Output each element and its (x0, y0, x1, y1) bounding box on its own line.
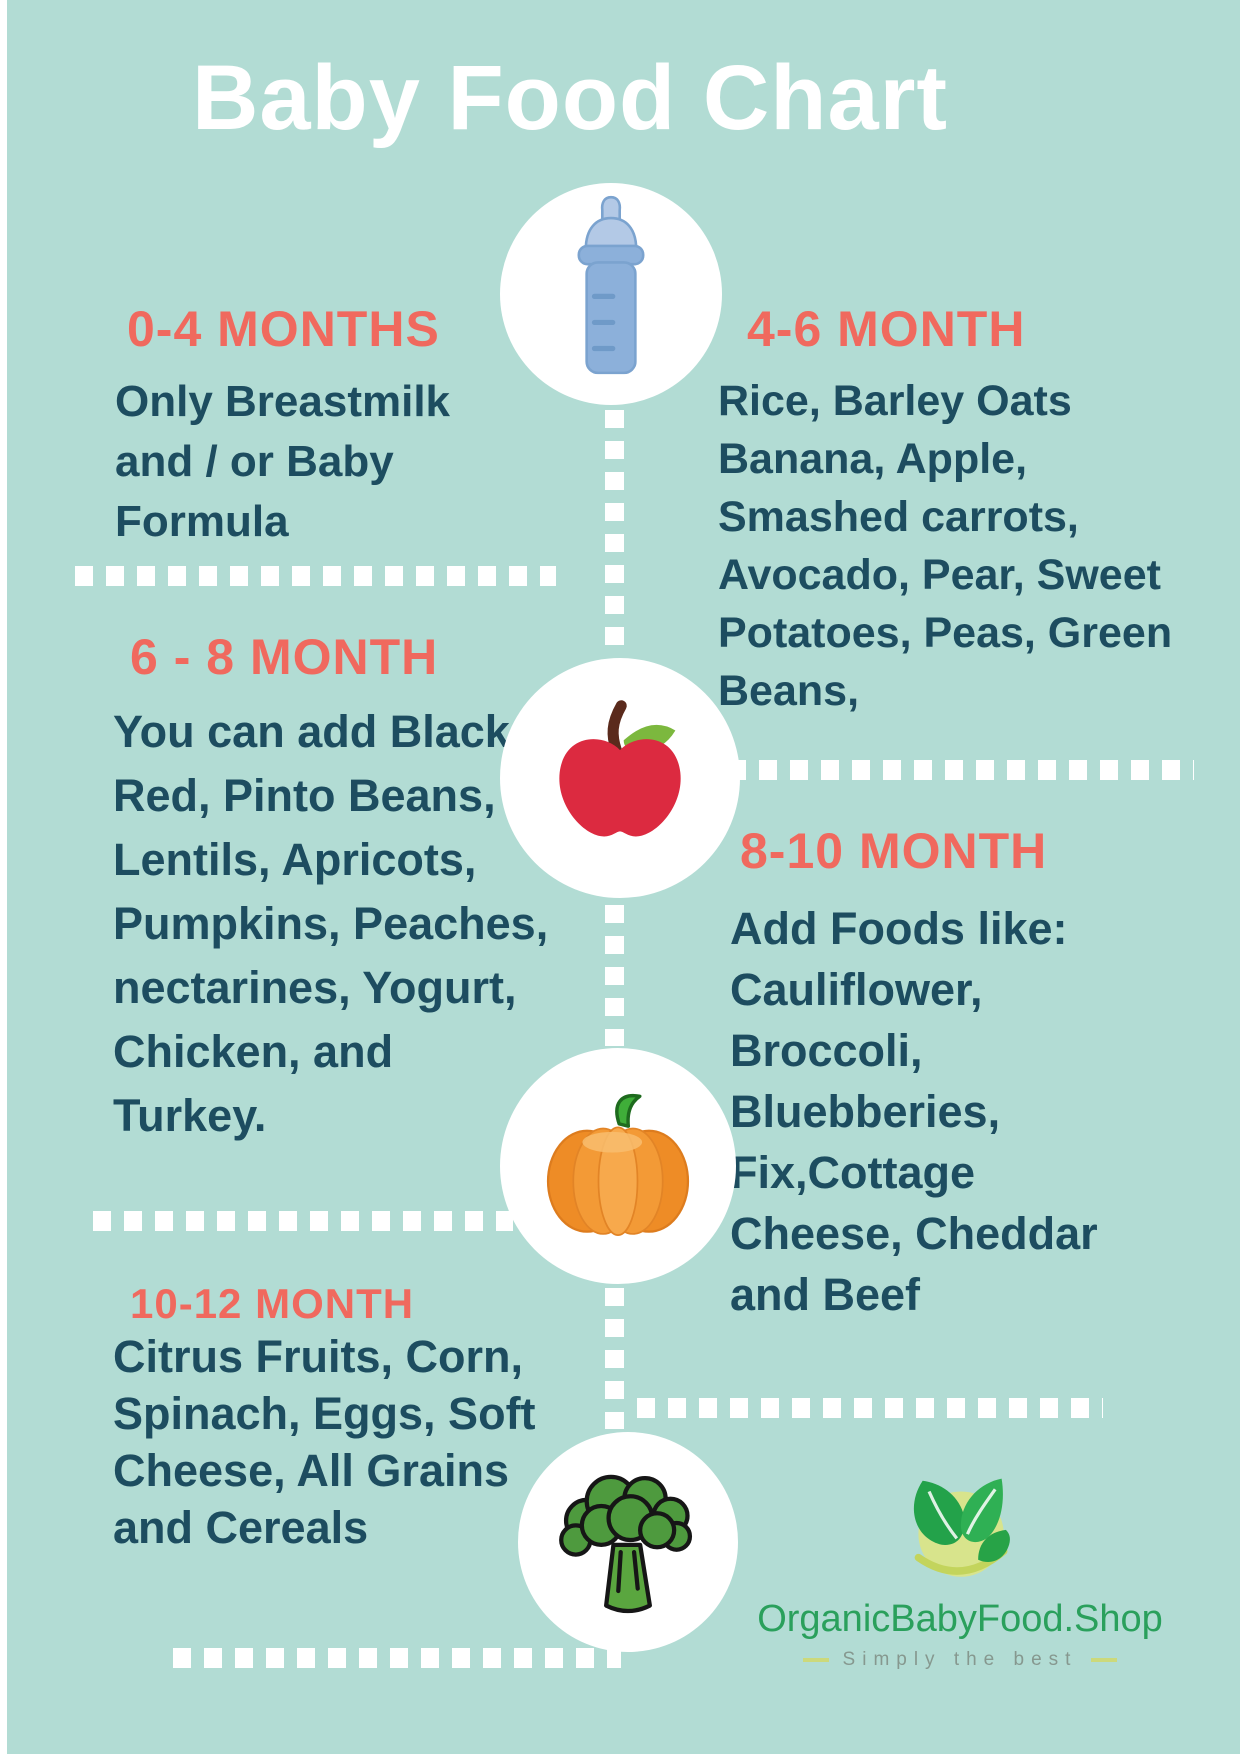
section-body-6-8-month: You can add Black, Red, Pinto Beans, Len… (113, 706, 549, 1141)
dashed-line-horizontal-5 (173, 1648, 621, 1668)
dashed-line-horizontal-3 (93, 1211, 513, 1231)
brand-tagline: Simply the best (842, 1649, 1078, 1670)
page-edge-strip (0, 0, 7, 1754)
dashed-line-vertical-1 (605, 410, 624, 655)
brand-logo: OrganicBabyFood.Shop Simply the best (740, 1468, 1180, 1671)
section-body-0-4-months: Only Breastmilk and / or Baby Formula (115, 377, 451, 546)
section-heading-6-8-month: 6 - 8 MONTH (130, 629, 439, 685)
milestone-circle-bottle (500, 183, 722, 405)
milestone-circle-apple (500, 658, 740, 898)
milestone-circle-broccoli (518, 1432, 738, 1652)
tagline-dash-right (1091, 1658, 1118, 1662)
section-heading-4-6-month: 4-6 MONTH (747, 301, 1026, 357)
dashed-line-vertical-3 (605, 1288, 624, 1429)
pumpkin-icon (532, 1089, 704, 1244)
section-heading-0-4-months: 0-4 MONTHS (127, 301, 440, 357)
milestone-circle-pumpkin (500, 1048, 736, 1284)
leaf-logo-icon (885, 1468, 1035, 1596)
apple-icon (540, 696, 700, 861)
dashed-line-horizontal-1 (75, 566, 556, 586)
broccoli-icon (543, 1455, 713, 1630)
brand-name: OrganicBabyFood.Shop (757, 1598, 1163, 1640)
dashed-line-horizontal-2 (728, 760, 1194, 780)
section-body-4-6-month: Rice, Barley Oats Banana, Apple, Smashed… (718, 377, 1173, 715)
section-heading-10-12-month: 10-12 MONTH (130, 1280, 415, 1327)
baby-bottle-icon (552, 192, 670, 397)
section-body-8-10-month: Add Foods like: Cauliflower, Broccoli, B… (730, 903, 1098, 1320)
section-heading-8-10-month: 8-10 MONTH (740, 823, 1048, 879)
dashed-line-vertical-2 (605, 905, 624, 1046)
page-title: Baby Food Chart (191, 47, 949, 149)
dashed-line-horizontal-4 (637, 1398, 1103, 1418)
tagline-dash-left (802, 1658, 829, 1662)
brand-tagline-row: Simply the best (802, 1649, 1118, 1671)
section-body-10-12-month: Citrus Fruits, Corn, Spinach, Eggs, Soft… (113, 1331, 536, 1553)
